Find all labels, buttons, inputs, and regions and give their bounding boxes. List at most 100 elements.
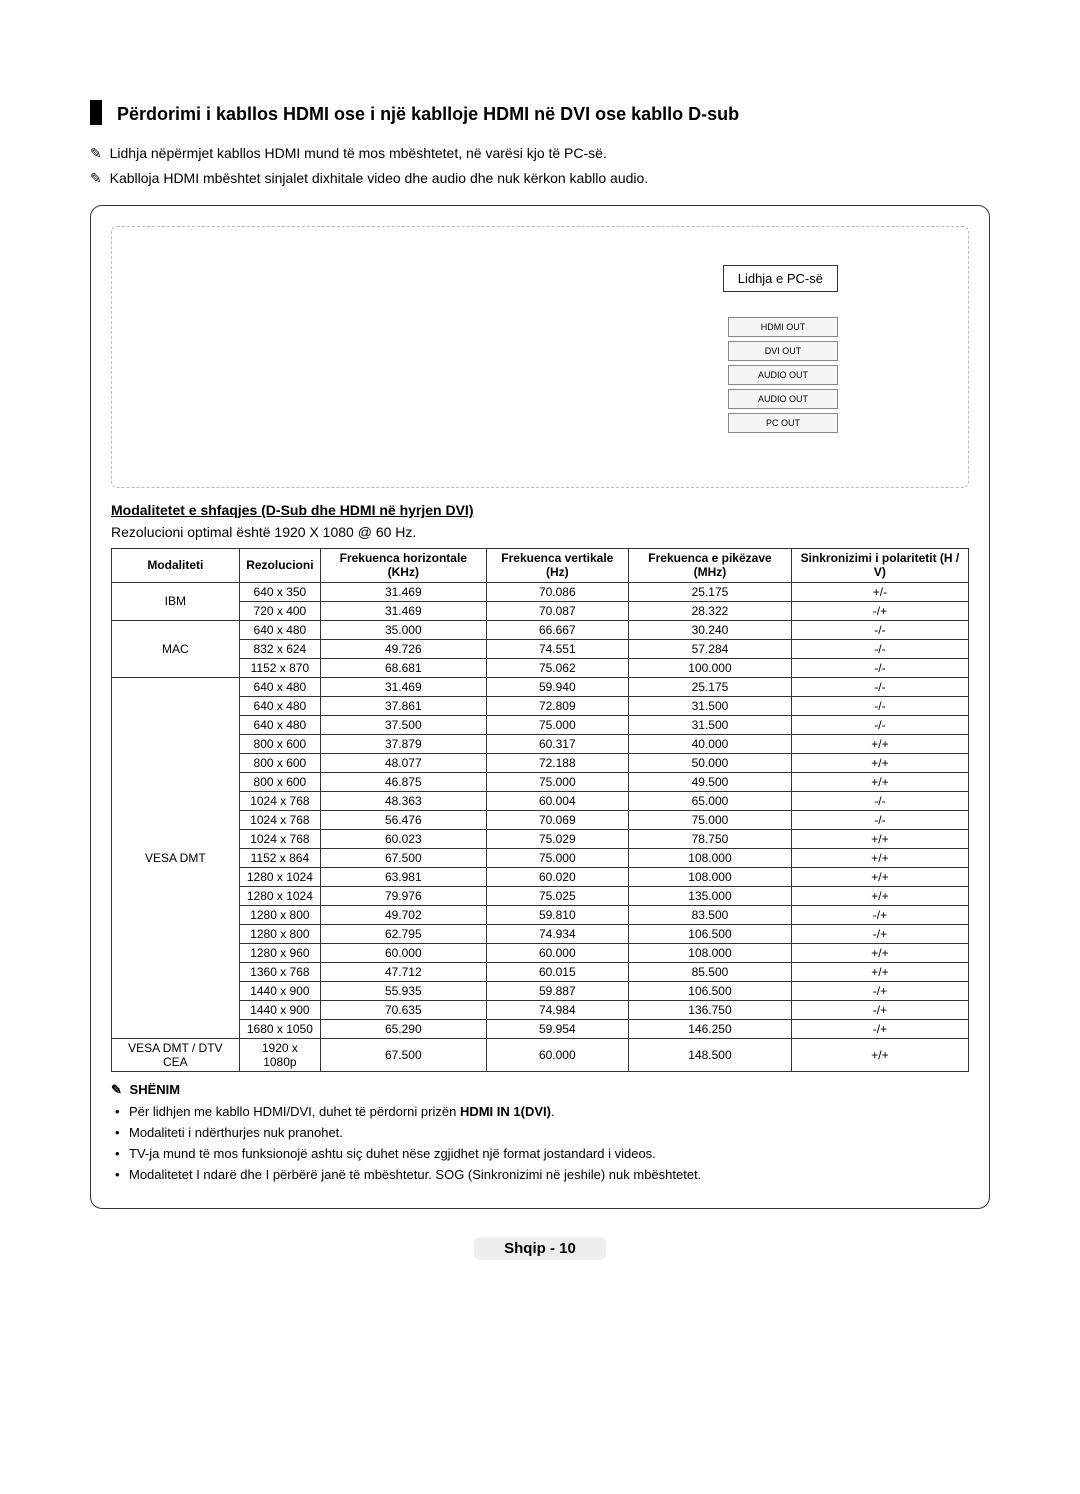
table-cell: 65.290	[321, 1019, 486, 1038]
table-row: 1280 x 102479.97675.025135.000+/+	[112, 886, 969, 905]
mode-cell: VESA DMT	[112, 677, 240, 1038]
table-cell: 59.887	[486, 981, 629, 1000]
table-cell: 1680 x 1050	[239, 1019, 320, 1038]
table-row: 1680 x 105065.29059.954146.250-/+	[112, 1019, 969, 1038]
table-cell: 108.000	[629, 867, 792, 886]
table-cell: 60.000	[321, 943, 486, 962]
table-cell: 37.500	[321, 715, 486, 734]
table-cell: 60.000	[486, 943, 629, 962]
table-cell: 63.981	[321, 867, 486, 886]
table-cell: +/+	[791, 734, 968, 753]
table-cell: 59.810	[486, 905, 629, 924]
table-cell: 75.000	[486, 848, 629, 867]
table-cell: 85.500	[629, 962, 792, 981]
table-cell: 79.976	[321, 886, 486, 905]
resolution-table: ModalitetiRezolucioniFrekuenca horizonta…	[111, 548, 969, 1072]
table-row: 1024 x 76860.02375.02978.750+/+	[112, 829, 969, 848]
table-cell: 59.940	[486, 677, 629, 696]
footer-sep: -	[546, 1240, 559, 1257]
table-cell: 60.015	[486, 962, 629, 981]
table-cell: 78.750	[629, 829, 792, 848]
table-cell: 65.000	[629, 791, 792, 810]
pc-connection-label: Lidhja e PC-së	[723, 265, 838, 292]
table-cell: -/+	[791, 981, 968, 1000]
table-row: 640 x 48037.86172.80931.500-/-	[112, 696, 969, 715]
note-icon: ✎	[90, 170, 102, 187]
table-cell: 146.250	[629, 1019, 792, 1038]
table-cell: 75.000	[629, 810, 792, 829]
table-cell: -/+	[791, 1000, 968, 1019]
note-icon: ✎	[90, 145, 102, 162]
table-cell: 56.476	[321, 810, 486, 829]
table-row: 640 x 48037.50075.00031.500-/-	[112, 715, 969, 734]
section-title: Përdorimi i kabllos HDMI ose i një kabll…	[90, 100, 990, 125]
table-cell: 31.500	[629, 696, 792, 715]
table-cell: 832 x 624	[239, 639, 320, 658]
table-cell: 60.023	[321, 829, 486, 848]
table-cell: 106.500	[629, 924, 792, 943]
table-cell: -/-	[791, 696, 968, 715]
table-cell: -/+	[791, 924, 968, 943]
table-cell: 62.795	[321, 924, 486, 943]
table-cell: 31.500	[629, 715, 792, 734]
table-cell: 1920 x 1080p	[239, 1038, 320, 1071]
table-cell: 49.726	[321, 639, 486, 658]
table-cell: +/+	[791, 962, 968, 981]
table-cell: -/+	[791, 601, 968, 620]
table-cell: 800 x 600	[239, 772, 320, 791]
table-cell: 60.004	[486, 791, 629, 810]
table-cell: 49.500	[629, 772, 792, 791]
table-cell: 1280 x 960	[239, 943, 320, 962]
table-header-cell: Frekuenca vertikale (Hz)	[486, 549, 629, 583]
mode-cell: IBM	[112, 582, 240, 620]
table-row: 1440 x 90055.93559.887106.500-/+	[112, 981, 969, 1000]
table-row: 1280 x 102463.98160.020108.000+/+	[112, 867, 969, 886]
top-note: ✎ Kablloja HDMI mbështet sinjalet dixhit…	[90, 170, 990, 187]
footer-language: Shqip	[504, 1240, 546, 1257]
table-header-cell: Frekuenca e pikëzave (MHz)	[629, 549, 792, 583]
table-cell: 800 x 600	[239, 734, 320, 753]
table-cell: 640 x 480	[239, 620, 320, 639]
display-modes-header: Modalitetet e shfaqjes (D-Sub dhe HDMI n…	[111, 502, 969, 518]
table-cell: 100.000	[629, 658, 792, 677]
table-cell: 70.086	[486, 582, 629, 601]
table-cell: +/+	[791, 1038, 968, 1071]
table-cell: -/-	[791, 658, 968, 677]
table-cell: 31.469	[321, 601, 486, 620]
title-accent-bar	[90, 100, 102, 125]
table-cell: -/-	[791, 639, 968, 658]
table-cell: 1280 x 1024	[239, 867, 320, 886]
table-cell: 1024 x 768	[239, 810, 320, 829]
table-cell: 74.984	[486, 1000, 629, 1019]
table-cell: +/+	[791, 829, 968, 848]
mode-cell: VESA DMT / DTV CEA	[112, 1038, 240, 1071]
table-row: VESA DMT / DTV CEA1920 x 1080p67.50060.0…	[112, 1038, 969, 1071]
table-cell: 148.500	[629, 1038, 792, 1071]
table-row: VESA DMT640 x 48031.46959.94025.175-/-	[112, 677, 969, 696]
table-cell: 70.635	[321, 1000, 486, 1019]
table-cell: 640 x 480	[239, 715, 320, 734]
table-cell: 66.667	[486, 620, 629, 639]
table-cell: 37.861	[321, 696, 486, 715]
table-cell: 1024 x 768	[239, 829, 320, 848]
table-cell: 49.702	[321, 905, 486, 924]
table-row: 720 x 40031.46970.08728.322-/+	[112, 601, 969, 620]
table-cell: 1152 x 864	[239, 848, 320, 867]
table-cell: +/+	[791, 753, 968, 772]
table-cell: 800 x 600	[239, 753, 320, 772]
table-row: 1280 x 80049.70259.81083.500-/+	[112, 905, 969, 924]
table-header-cell: Sinkronizimi i polaritetit (H / V)	[791, 549, 968, 583]
table-cell: -/+	[791, 905, 968, 924]
table-cell: 75.029	[486, 829, 629, 848]
table-cell: 75.000	[486, 715, 629, 734]
table-row: IBM640 x 35031.46970.08625.175+/-	[112, 582, 969, 601]
table-cell: 59.954	[486, 1019, 629, 1038]
note-item: Modalitetet I ndarë dhe I përbërë janë t…	[129, 1167, 969, 1182]
mode-cell: MAC	[112, 620, 240, 677]
port-label: HDMI OUT	[728, 317, 838, 337]
table-cell: 60.020	[486, 867, 629, 886]
notes-block: ✎ SHËNIM Për lidhjen me kabllo HDMI/DVI,…	[111, 1082, 969, 1182]
table-cell: -/-	[791, 791, 968, 810]
table-cell: 60.000	[486, 1038, 629, 1071]
table-cell: 83.500	[629, 905, 792, 924]
